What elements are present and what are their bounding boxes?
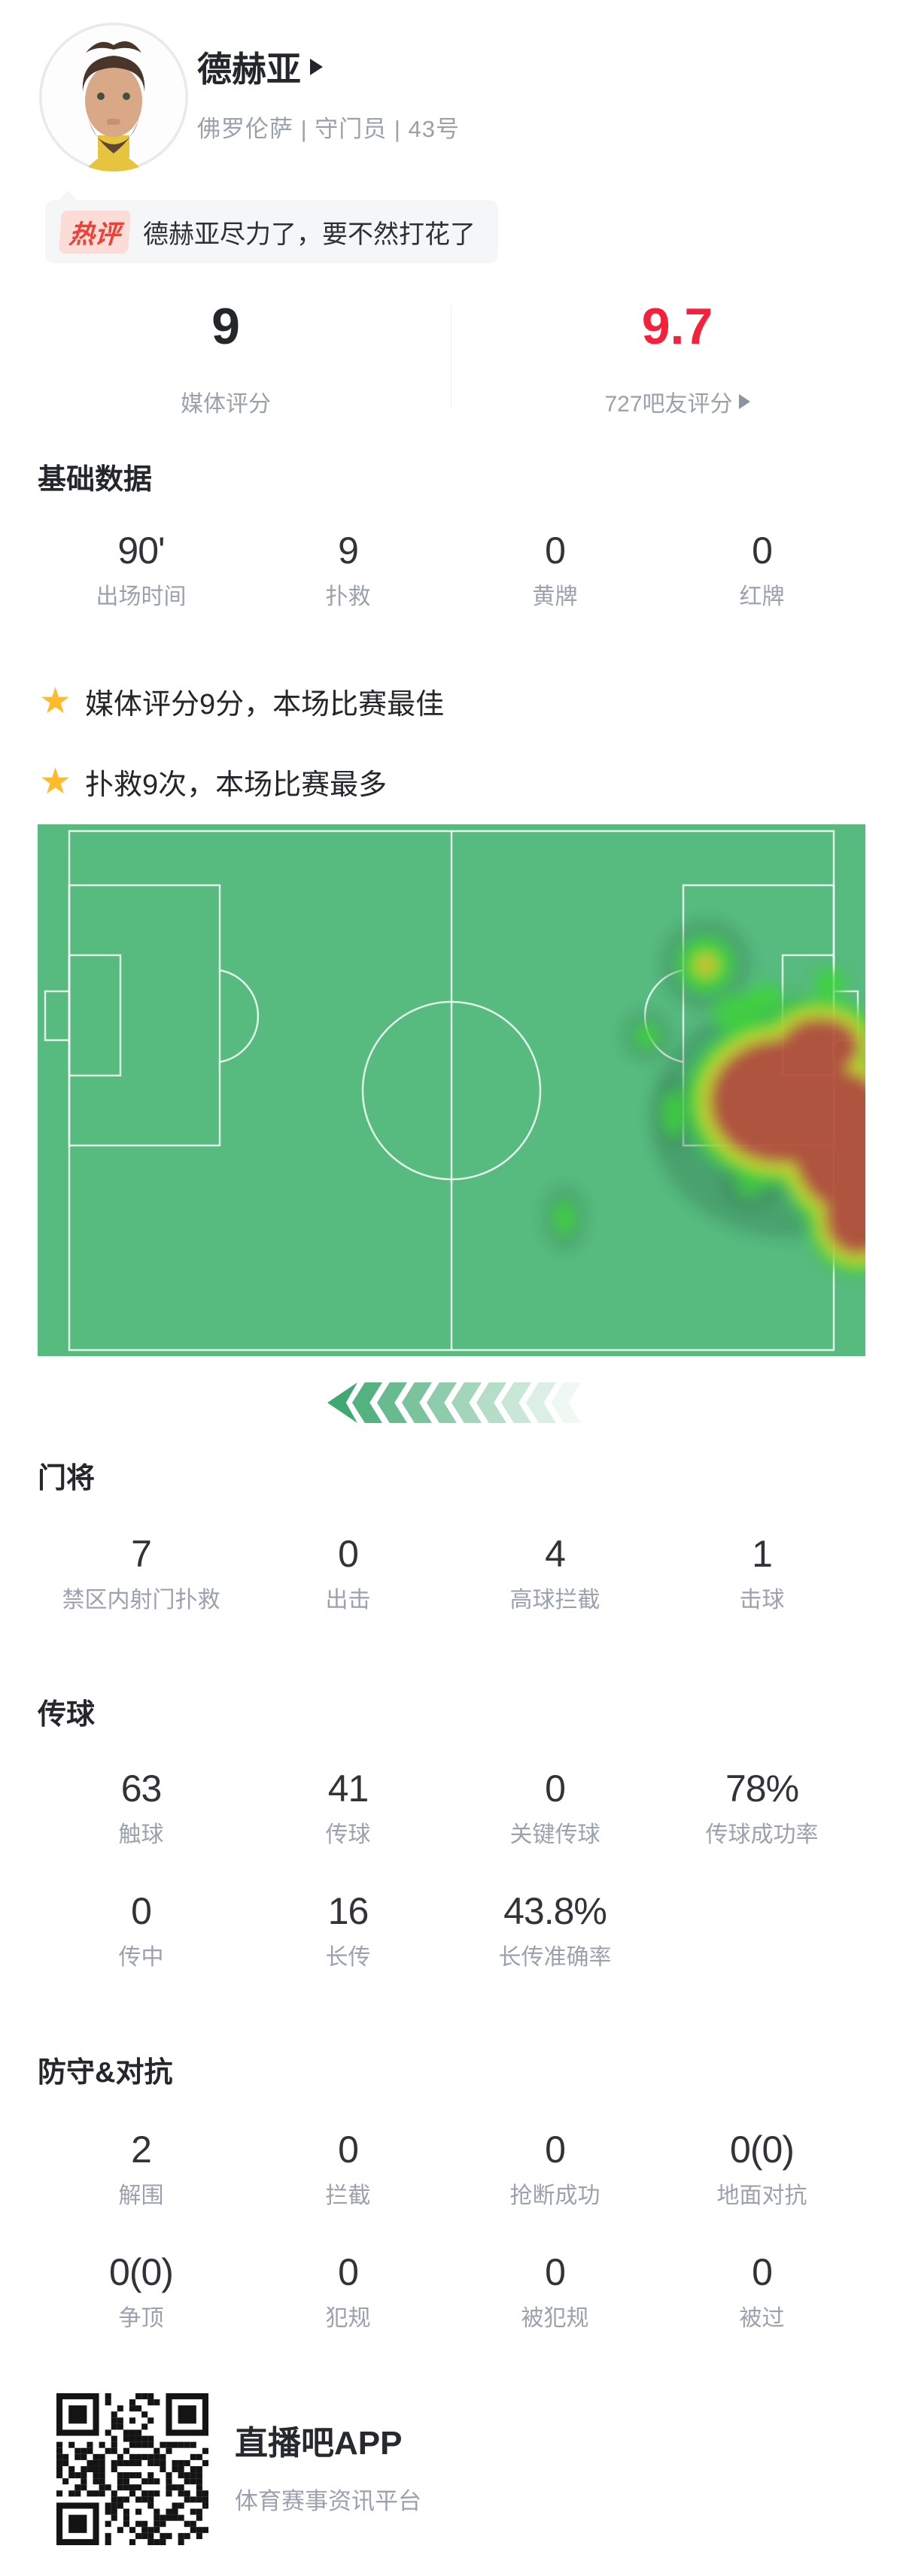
stat-box-saves: 7 禁区内射门扑救: [62, 1533, 220, 1613]
stat-red-cards: 0 红牌: [739, 529, 785, 609]
defense-stats-grid: 2 解围 0 拦截 0 抢断成功 0(0) 地面对抗 0(0) 争顶 0 犯规 …: [38, 2130, 865, 2331]
stat-long-ball-accuracy: 43.8% 长传准确率: [498, 1890, 612, 1970]
stat-pass-accuracy: 78% 传球成功率: [705, 1767, 819, 1847]
basic-stats-grid: 90' 出场时间 9 扑救 0 黄牌 0 红牌: [38, 531, 865, 609]
avatar-illustration: [39, 23, 188, 171]
hot-comment-bubble: 热评 德赫亚尽力了，要不然打花了: [45, 200, 498, 263]
chevron-left-icon: [551, 1382, 581, 1423]
stat-saves: 9 扑救: [325, 529, 371, 609]
stat-fouled: 0 被犯规: [521, 2251, 589, 2331]
star-icon: ★: [39, 681, 72, 721]
stat-interceptions: 0 拦截: [325, 2128, 371, 2208]
stat-passes: 41 传球: [325, 1767, 371, 1847]
fan-rating-value: 9.7: [641, 298, 713, 355]
section-title-goalkeeper: 门将: [38, 1463, 96, 1494]
player-avatar: [39, 23, 188, 171]
passing-stats-grid: 63 触球 41 传球 0 关键传球 78% 传球成功率 0 传中 16 长传 …: [38, 1769, 865, 1970]
stat-aerial-duels: 0(0) 争顶: [109, 2251, 174, 2331]
heatmap-spots: [543, 920, 865, 1274]
stat-dribbled-past: 0 被过: [739, 2251, 785, 2331]
media-rating: 9 媒体评分: [0, 299, 451, 418]
stat-empty: [658, 1892, 865, 1970]
stat-ground-duels: 0(0) 地面对抗: [716, 2128, 807, 2208]
section-title-passing: 传球: [38, 1699, 96, 1731]
stat-tackles-won: 0 抢断成功: [509, 2128, 600, 2208]
stat-touches: 63 触球: [118, 1767, 164, 1847]
stat-minutes: 90' 出场时间: [96, 529, 187, 609]
highlight-row: ★ 媒体评分9分，本场比赛最佳: [39, 681, 445, 721]
section-title-defense: 防守&对抗: [38, 2057, 173, 2089]
app-name: 直播吧APP: [235, 2425, 403, 2462]
arrow-right-icon: [738, 394, 750, 409]
highlight-row: ★ 扑救9次，本场比赛最多: [39, 761, 388, 802]
media-rating-value: 9: [211, 298, 240, 355]
stat-high-claims: 4 高球拦截: [509, 1533, 600, 1613]
stat-crosses: 0 传中: [118, 1890, 164, 1970]
star-icon: ★: [39, 761, 72, 802]
stat-yellow-cards: 0 黄牌: [532, 529, 578, 609]
player-name-link[interactable]: 德赫亚: [197, 42, 323, 92]
goalkeeper-stats-grid: 7 禁区内射门扑救 0 出击 4 高球拦截 1 击球: [38, 1534, 865, 1613]
pitch-heatmap: [38, 824, 865, 1356]
stat-clearances: 2 解围: [118, 2128, 164, 2208]
stat-long-balls: 16 长传: [325, 1890, 371, 1970]
fan-rating: 9.7 727吧友评分: [451, 299, 903, 418]
section-title-basic: 基础数据: [38, 464, 153, 496]
hot-comment-text: 德赫亚尽力了，要不然打花了: [143, 220, 476, 249]
player-name: 德赫亚: [197, 50, 301, 89]
chevron-right-icon: [310, 59, 323, 75]
stat-key-passes: 0 关键传球: [509, 1767, 600, 1847]
stat-runs-out: 0 出击: [325, 1533, 371, 1613]
media-rating-label: 媒体评分: [181, 392, 271, 417]
attack-direction-chevrons: [327, 1382, 581, 1423]
ratings-row: 9 媒体评分 9.7 727吧友评分: [0, 299, 903, 427]
app-qr-code: [56, 2393, 208, 2545]
player-meta: 佛罗伦萨 | 守门员 | 43号: [197, 116, 461, 142]
fan-rating-link[interactable]: 727吧友评分: [451, 385, 903, 418]
pitch-illustration: [38, 824, 865, 1356]
app-tagline: 体育赛事资讯平台: [235, 2488, 421, 2514]
hot-comment-badge: 热评: [59, 210, 131, 253]
stat-punches: 1 击球: [739, 1533, 785, 1613]
stat-fouls: 0 犯规: [325, 2251, 371, 2331]
